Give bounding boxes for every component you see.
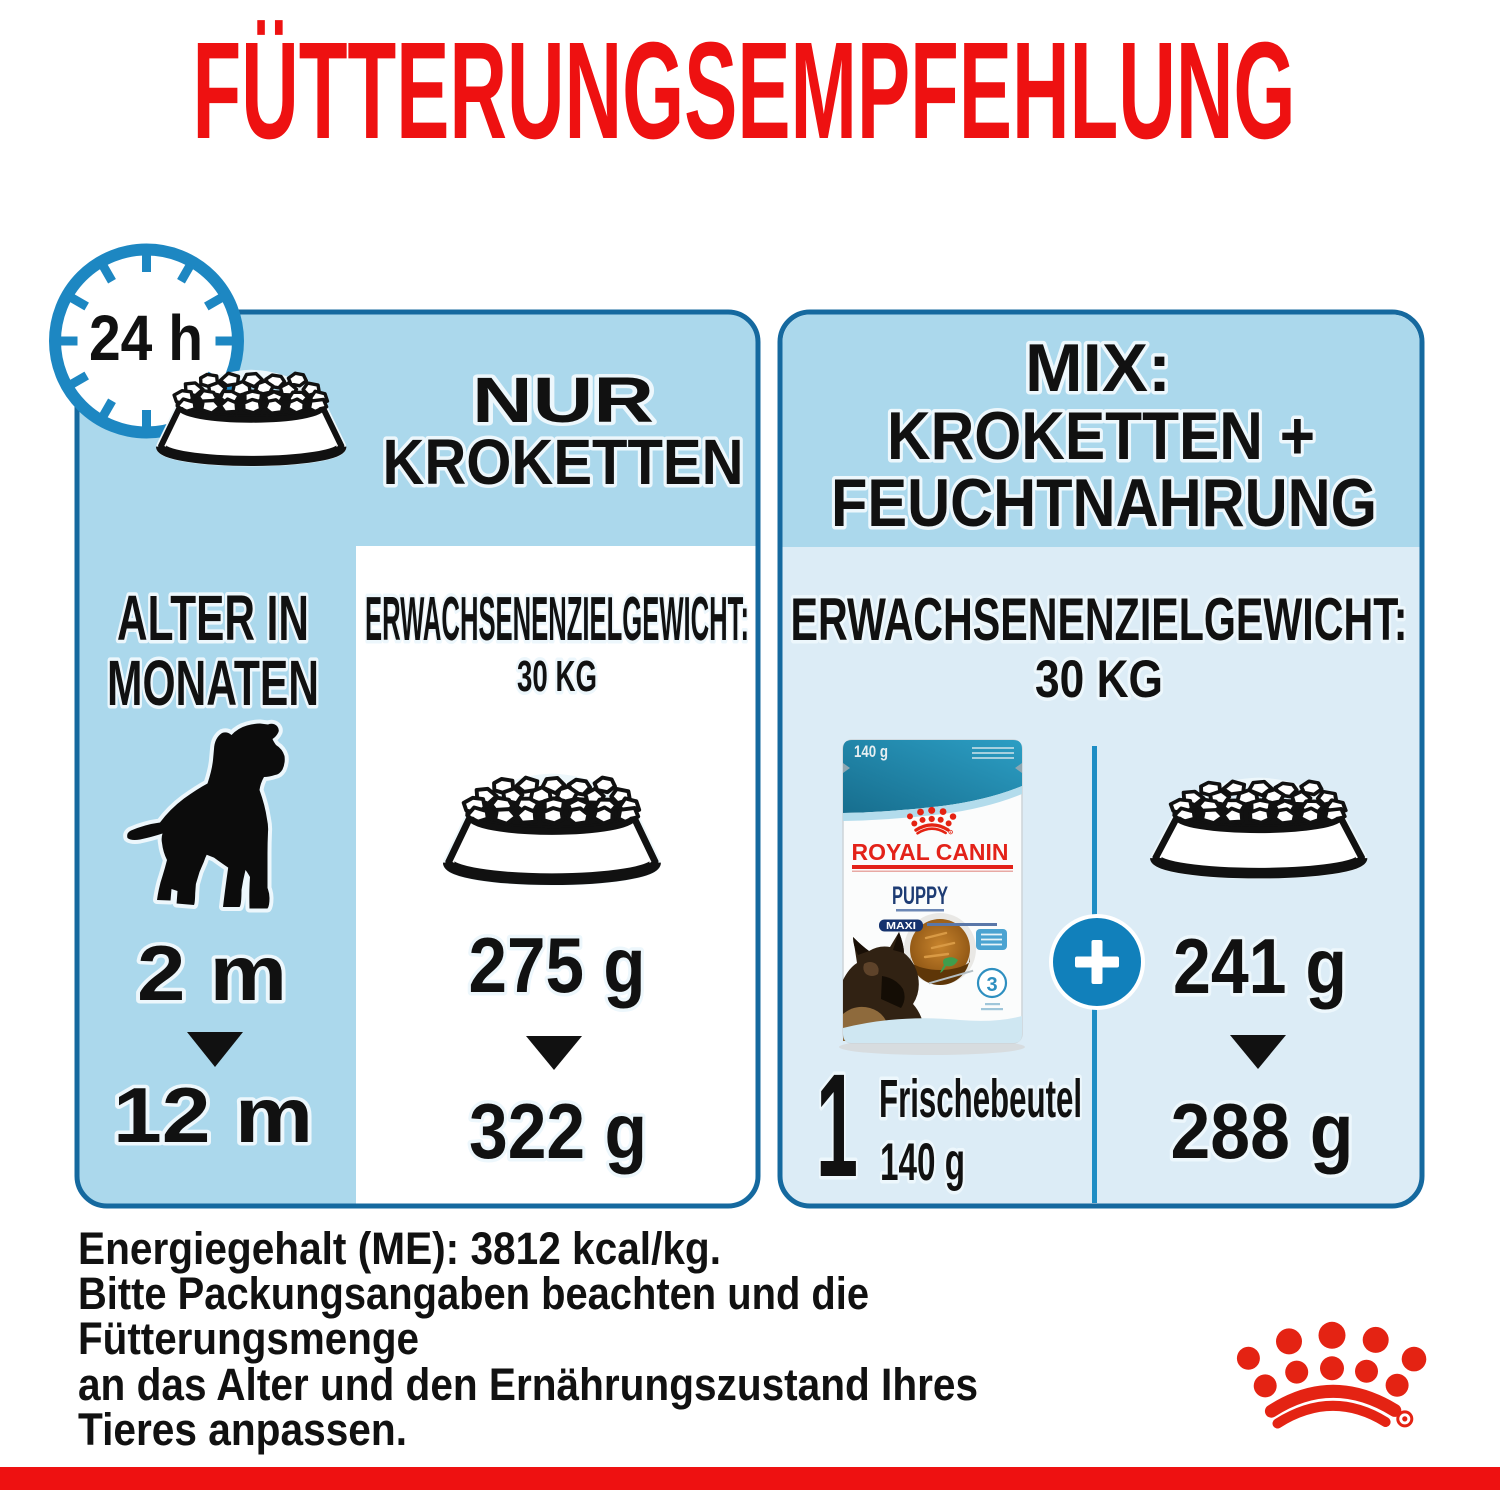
svg-text:MONATEN: MONATEN — [107, 647, 319, 719]
svg-text:PUPPY: PUPPY — [892, 882, 948, 910]
svg-text:MIX:: MIX: — [1025, 330, 1171, 406]
svg-text:Bitte Packungsangaben beachten: Bitte Packungsangaben beachten und die — [78, 1268, 869, 1319]
svg-text:322 g: 322 g — [469, 1087, 647, 1175]
svg-text:ERWACHSENENZIELGEWICHT:: ERWACHSENENZIELGEWICHT: — [365, 585, 749, 654]
svg-text:an das Alter und den Ernährung: an das Alter und den Ernährungszustand I… — [78, 1359, 978, 1410]
svg-text:12 m: 12 m — [113, 1071, 313, 1159]
svg-text:30 KG: 30 KG — [1035, 650, 1163, 709]
svg-text:140 g: 140 g — [854, 742, 888, 761]
svg-text:140 g: 140 g — [880, 1133, 965, 1192]
svg-text:Frischebeutel: Frischebeutel — [879, 1069, 1082, 1129]
svg-text:30 KG: 30 KG — [517, 652, 597, 701]
svg-text:MAXI: MAXI — [886, 921, 916, 932]
svg-text:Tieres anpassen.: Tieres anpassen. — [78, 1404, 407, 1455]
svg-text:ROYAL CANIN: ROYAL CANIN — [852, 839, 1009, 865]
svg-text:1: 1 — [816, 1044, 858, 1208]
svg-text:3: 3 — [986, 974, 997, 996]
svg-text:24 h: 24 h — [89, 302, 203, 374]
svg-text:288 g: 288 g — [1171, 1087, 1354, 1175]
svg-text:NUR: NUR — [472, 364, 654, 436]
svg-text:ERWACHSENENZIELGEWICHT:: ERWACHSENENZIELGEWICHT: — [791, 586, 1408, 653]
svg-text:275 g: 275 g — [469, 921, 646, 1009]
svg-text:KROKETTEN +: KROKETTEN + — [887, 398, 1315, 474]
svg-text:FÜTTERUNGSEMPFEHLUNG: FÜTTERUNGSEMPFEHLUNG — [193, 14, 1296, 168]
svg-text:ALTER IN: ALTER IN — [117, 582, 309, 654]
svg-text:FEUCHTNAHRUNG: FEUCHTNAHRUNG — [831, 465, 1377, 541]
svg-text:KROKETTEN: KROKETTEN — [383, 426, 744, 498]
svg-text:Fütterungsmenge: Fütterungsmenge — [78, 1313, 419, 1364]
svg-text:241 g: 241 g — [1173, 922, 1347, 1010]
svg-text:2 m: 2 m — [137, 929, 287, 1017]
svg-text:Energiegehalt (ME): 3812 kcal/: Energiegehalt (ME): 3812 kcal/kg. — [78, 1223, 721, 1274]
